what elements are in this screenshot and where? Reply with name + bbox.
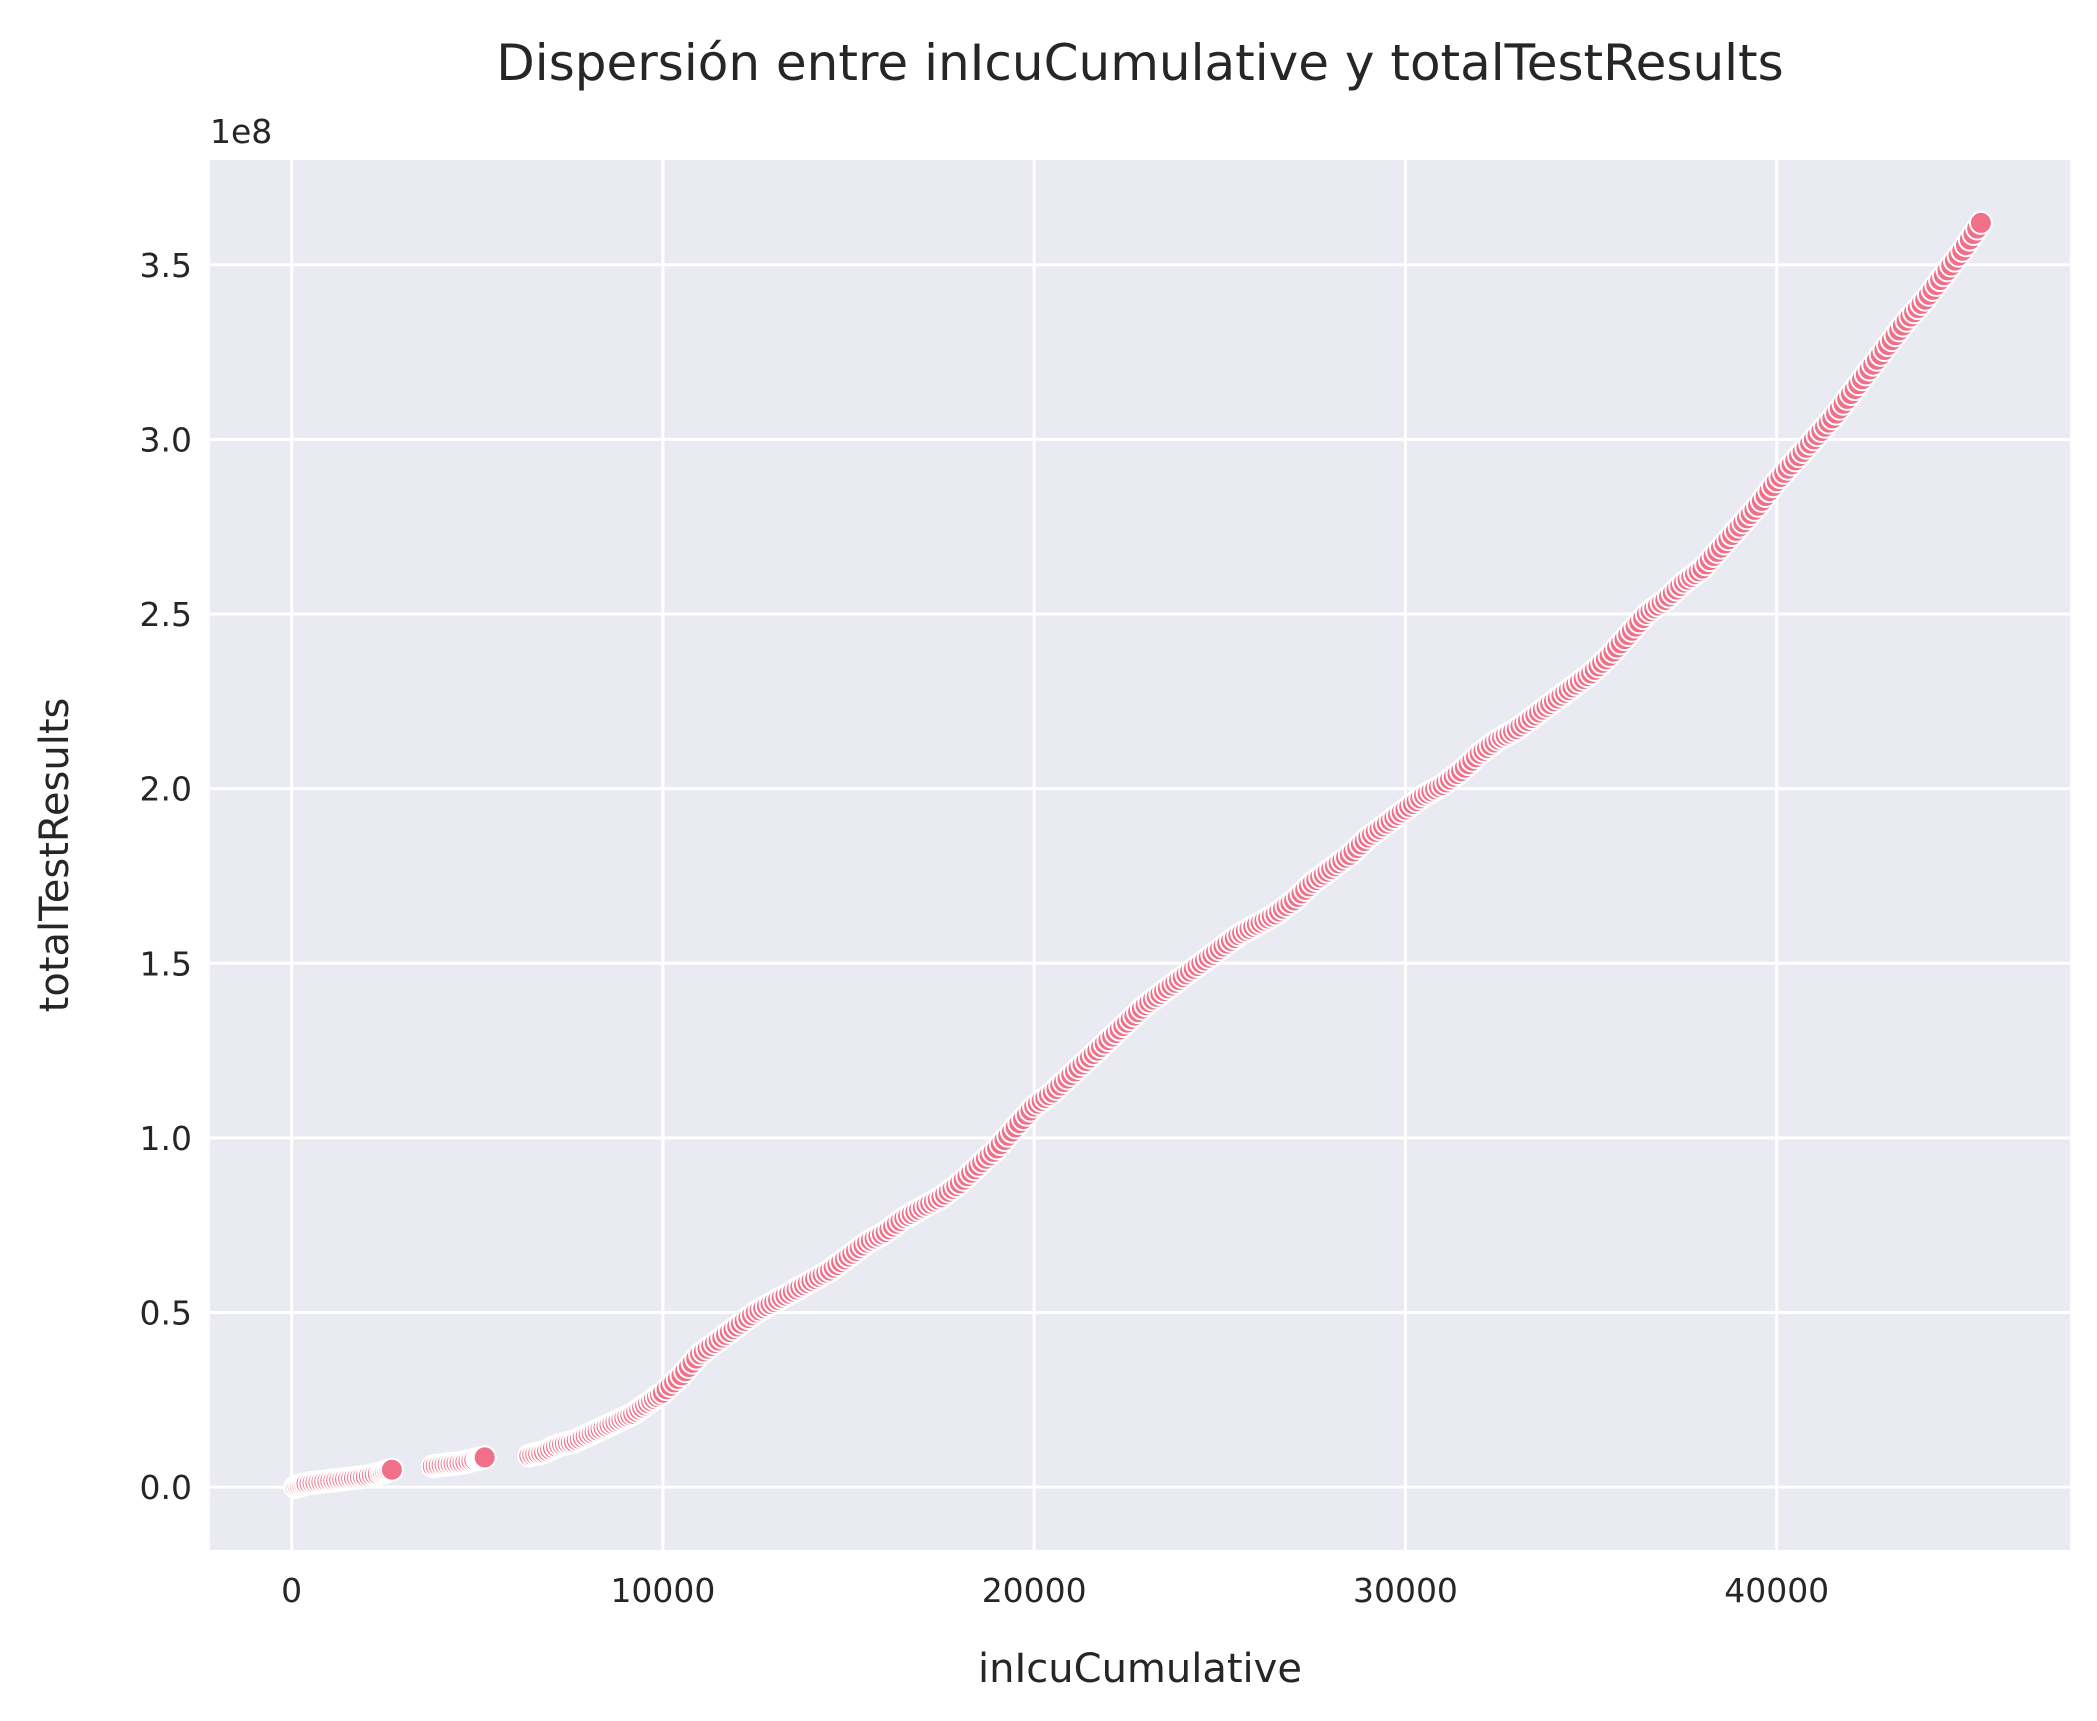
plot-area	[210, 160, 2070, 1550]
y-gridlines	[210, 263, 2070, 1489]
y-tick-label: 2.0	[140, 770, 192, 809]
y-tick-label: 3.0	[140, 420, 192, 459]
y-tick-label: 1.5	[140, 944, 192, 983]
y-tick-label: 0.5	[140, 1294, 192, 1333]
x-tick-labels: 0 10000 20000 30000 40000	[281, 1571, 1829, 1610]
y-tick-label: 2.5	[140, 595, 192, 634]
y-tick-labels: 0.0 0.5 1.0 1.5 2.0 2.5 3.0 3.5	[140, 246, 192, 1507]
y-tick-label: 0.0	[140, 1468, 192, 1507]
x-tick-label: 10000	[610, 1571, 715, 1610]
chart-title: Dispersión entre inIcuCumulative y total…	[496, 34, 1783, 92]
data-point	[472, 1445, 497, 1470]
y-tick-label: 1.0	[140, 1119, 192, 1158]
x-tick-label: 0	[281, 1571, 302, 1610]
y-tick-label: 3.5	[140, 246, 192, 285]
data-point	[1968, 210, 1993, 235]
data-point	[379, 1457, 404, 1482]
x-axis-label: inIcuCumulative	[978, 1646, 1302, 1692]
x-gridlines	[290, 160, 1779, 1550]
x-tick-label: 30000	[1353, 1571, 1458, 1610]
data-points	[283, 210, 1993, 1500]
x-tick-label: 40000	[1724, 1571, 1829, 1610]
y-offset-label: 1e8	[210, 112, 272, 151]
x-tick-label: 20000	[982, 1571, 1087, 1610]
y-axis-label: totalTestResults	[32, 698, 78, 1013]
